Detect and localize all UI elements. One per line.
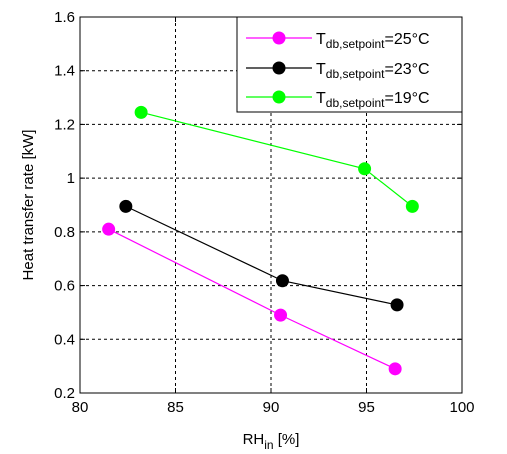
x-axis-label-suffix: [%] xyxy=(274,431,300,448)
legend-label-0-suffix: =25°C xyxy=(385,31,430,48)
legend-marker-1 xyxy=(272,61,286,75)
legend-label-1-main: T xyxy=(316,61,326,78)
series-1-point xyxy=(275,274,289,288)
legend-label-2-sub: db,setpoint xyxy=(326,96,385,110)
x-axis-label-main: RH xyxy=(243,431,265,448)
legend-label-0-main: T xyxy=(316,31,326,48)
series-2-point xyxy=(358,162,372,176)
series-1-point xyxy=(119,199,133,213)
y-axis-label: Heat transfer rate [kW] xyxy=(20,130,37,281)
y-tick-label: 1.6 xyxy=(54,9,75,26)
x-axis-label: RHin [%] xyxy=(243,431,300,452)
x-tick-label: 80 xyxy=(72,399,89,416)
legend-label-1-sub: db,setpoint xyxy=(326,67,385,81)
legend-label-1: Tdb,setpoint=23°C xyxy=(316,61,430,81)
legend-label-2-main: T xyxy=(316,90,326,107)
legend-entry-2: Tdb,setpoint=19°C xyxy=(246,90,430,110)
legend-label-0-sub: db,setpoint xyxy=(326,37,385,51)
x-axis-label-sub: in xyxy=(264,438,273,452)
axis-ticks: 80 85 90 95 100 0.2 0.4 0.6 0.8 1 1.2 1.4 1.6 xyxy=(54,9,474,416)
legend-label-1-suffix: =23°C xyxy=(385,61,430,78)
series-0-point xyxy=(388,362,402,376)
y-tick-label: 0.4 xyxy=(54,331,75,348)
series-0-point xyxy=(102,222,116,236)
y-tick-label: 1.2 xyxy=(54,116,75,133)
legend-label-2-suffix: =19°C xyxy=(385,90,430,107)
legend-label-2: Tdb,setpoint=19°C xyxy=(316,90,430,110)
legend-marker-2 xyxy=(272,90,286,104)
y-tick-label: 1 xyxy=(67,170,75,187)
y-tick-label: 1.4 xyxy=(54,63,75,80)
y-tick-label: 0.6 xyxy=(54,278,75,295)
legend: Tdb,setpoint=25°C Tdb,setpoint=23°C Tdb,… xyxy=(236,16,463,113)
y-tick-label: 0.8 xyxy=(54,224,75,241)
series-2-point xyxy=(405,199,419,213)
x-tick-label: 85 xyxy=(167,399,184,416)
series-2-point xyxy=(134,105,148,119)
y-tick-label: 0.2 xyxy=(54,385,75,402)
legend-entry-1: Tdb,setpoint=23°C xyxy=(246,61,430,81)
series-1-point xyxy=(390,298,404,312)
legend-marker-0 xyxy=(272,31,286,45)
legend-entry-0: Tdb,setpoint=25°C xyxy=(246,31,430,51)
x-tick-label: 95 xyxy=(358,399,375,416)
x-tick-label: 100 xyxy=(449,399,474,416)
series-0-point xyxy=(274,308,288,322)
series-layer xyxy=(102,105,419,376)
legend-label-0: Tdb,setpoint=25°C xyxy=(316,31,430,51)
x-tick-label: 90 xyxy=(263,399,280,416)
